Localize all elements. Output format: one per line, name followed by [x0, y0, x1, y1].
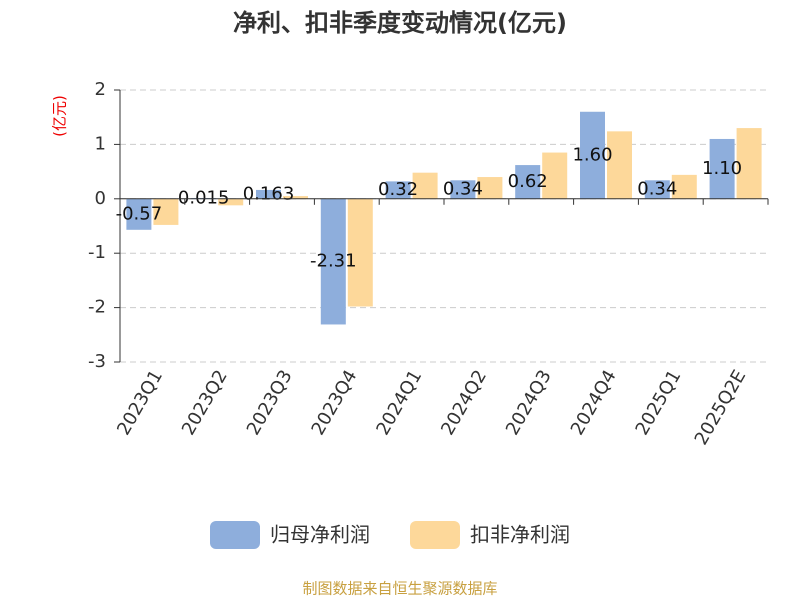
- x-tick-label: 2023Q4: [308, 367, 362, 439]
- x-tick-label: 2024Q3: [502, 367, 556, 439]
- bar: [450, 180, 476, 199]
- bar: [709, 138, 735, 199]
- bar: [644, 180, 670, 199]
- value-label: 0.32: [378, 179, 418, 200]
- value-label: 1.10: [702, 158, 742, 179]
- bar: [477, 177, 503, 199]
- bar: [580, 111, 605, 199]
- value-label: 0.015: [178, 187, 230, 208]
- x-tick-label: 2024Q2: [437, 367, 491, 439]
- bar: [256, 189, 281, 199]
- value-label: -2.31: [310, 251, 357, 272]
- x-tick-label: 2023Q1: [113, 367, 167, 439]
- value-label: 0.34: [637, 179, 677, 200]
- y-tick-label: 0: [95, 188, 106, 209]
- x-tick-label: 2023Q3: [243, 367, 297, 439]
- value-label: 0.62: [508, 171, 548, 192]
- bar: [153, 198, 179, 225]
- bar: [736, 128, 762, 199]
- chart-title: 净利、扣非季度变动情况(亿元): [233, 9, 567, 37]
- x-tick-label: 2025Q1: [632, 367, 686, 439]
- value-label: -0.57: [116, 203, 163, 224]
- legend-label: 扣非净利润: [470, 523, 570, 547]
- bar: [412, 172, 438, 199]
- y-axis-label: (亿元): [51, 95, 69, 137]
- x-tick-label: 2024Q4: [567, 367, 621, 439]
- x-tick-label: 2024Q1: [372, 367, 426, 439]
- bar: [347, 198, 373, 307]
- bar: [542, 152, 568, 199]
- x-tick-label: 2023Q2: [178, 367, 232, 439]
- y-tick-label: 1: [95, 133, 106, 154]
- y-tick-label: -3: [88, 351, 106, 372]
- bar: [607, 131, 632, 199]
- y-tick-label: -2: [88, 297, 106, 318]
- bar: [320, 198, 346, 325]
- y-tick-label: -1: [88, 242, 106, 263]
- legend-swatch: [210, 521, 260, 549]
- bar: [515, 165, 541, 199]
- bar: [218, 198, 244, 206]
- source-note: 制图数据来自恒生聚源数据库: [302, 580, 497, 598]
- legend-label: 归母净利润: [270, 523, 370, 547]
- value-label: 1.60: [572, 144, 612, 165]
- legend-swatch: [410, 521, 460, 549]
- value-label: 0.34: [443, 179, 483, 200]
- bar: [126, 198, 152, 230]
- bar: [671, 174, 697, 199]
- value-label: 0.163: [243, 183, 295, 204]
- bar: [385, 181, 411, 199]
- y-tick-label: 2: [95, 79, 106, 100]
- bar: [283, 196, 308, 199]
- x-tick-label: 2025Q2E: [691, 367, 751, 449]
